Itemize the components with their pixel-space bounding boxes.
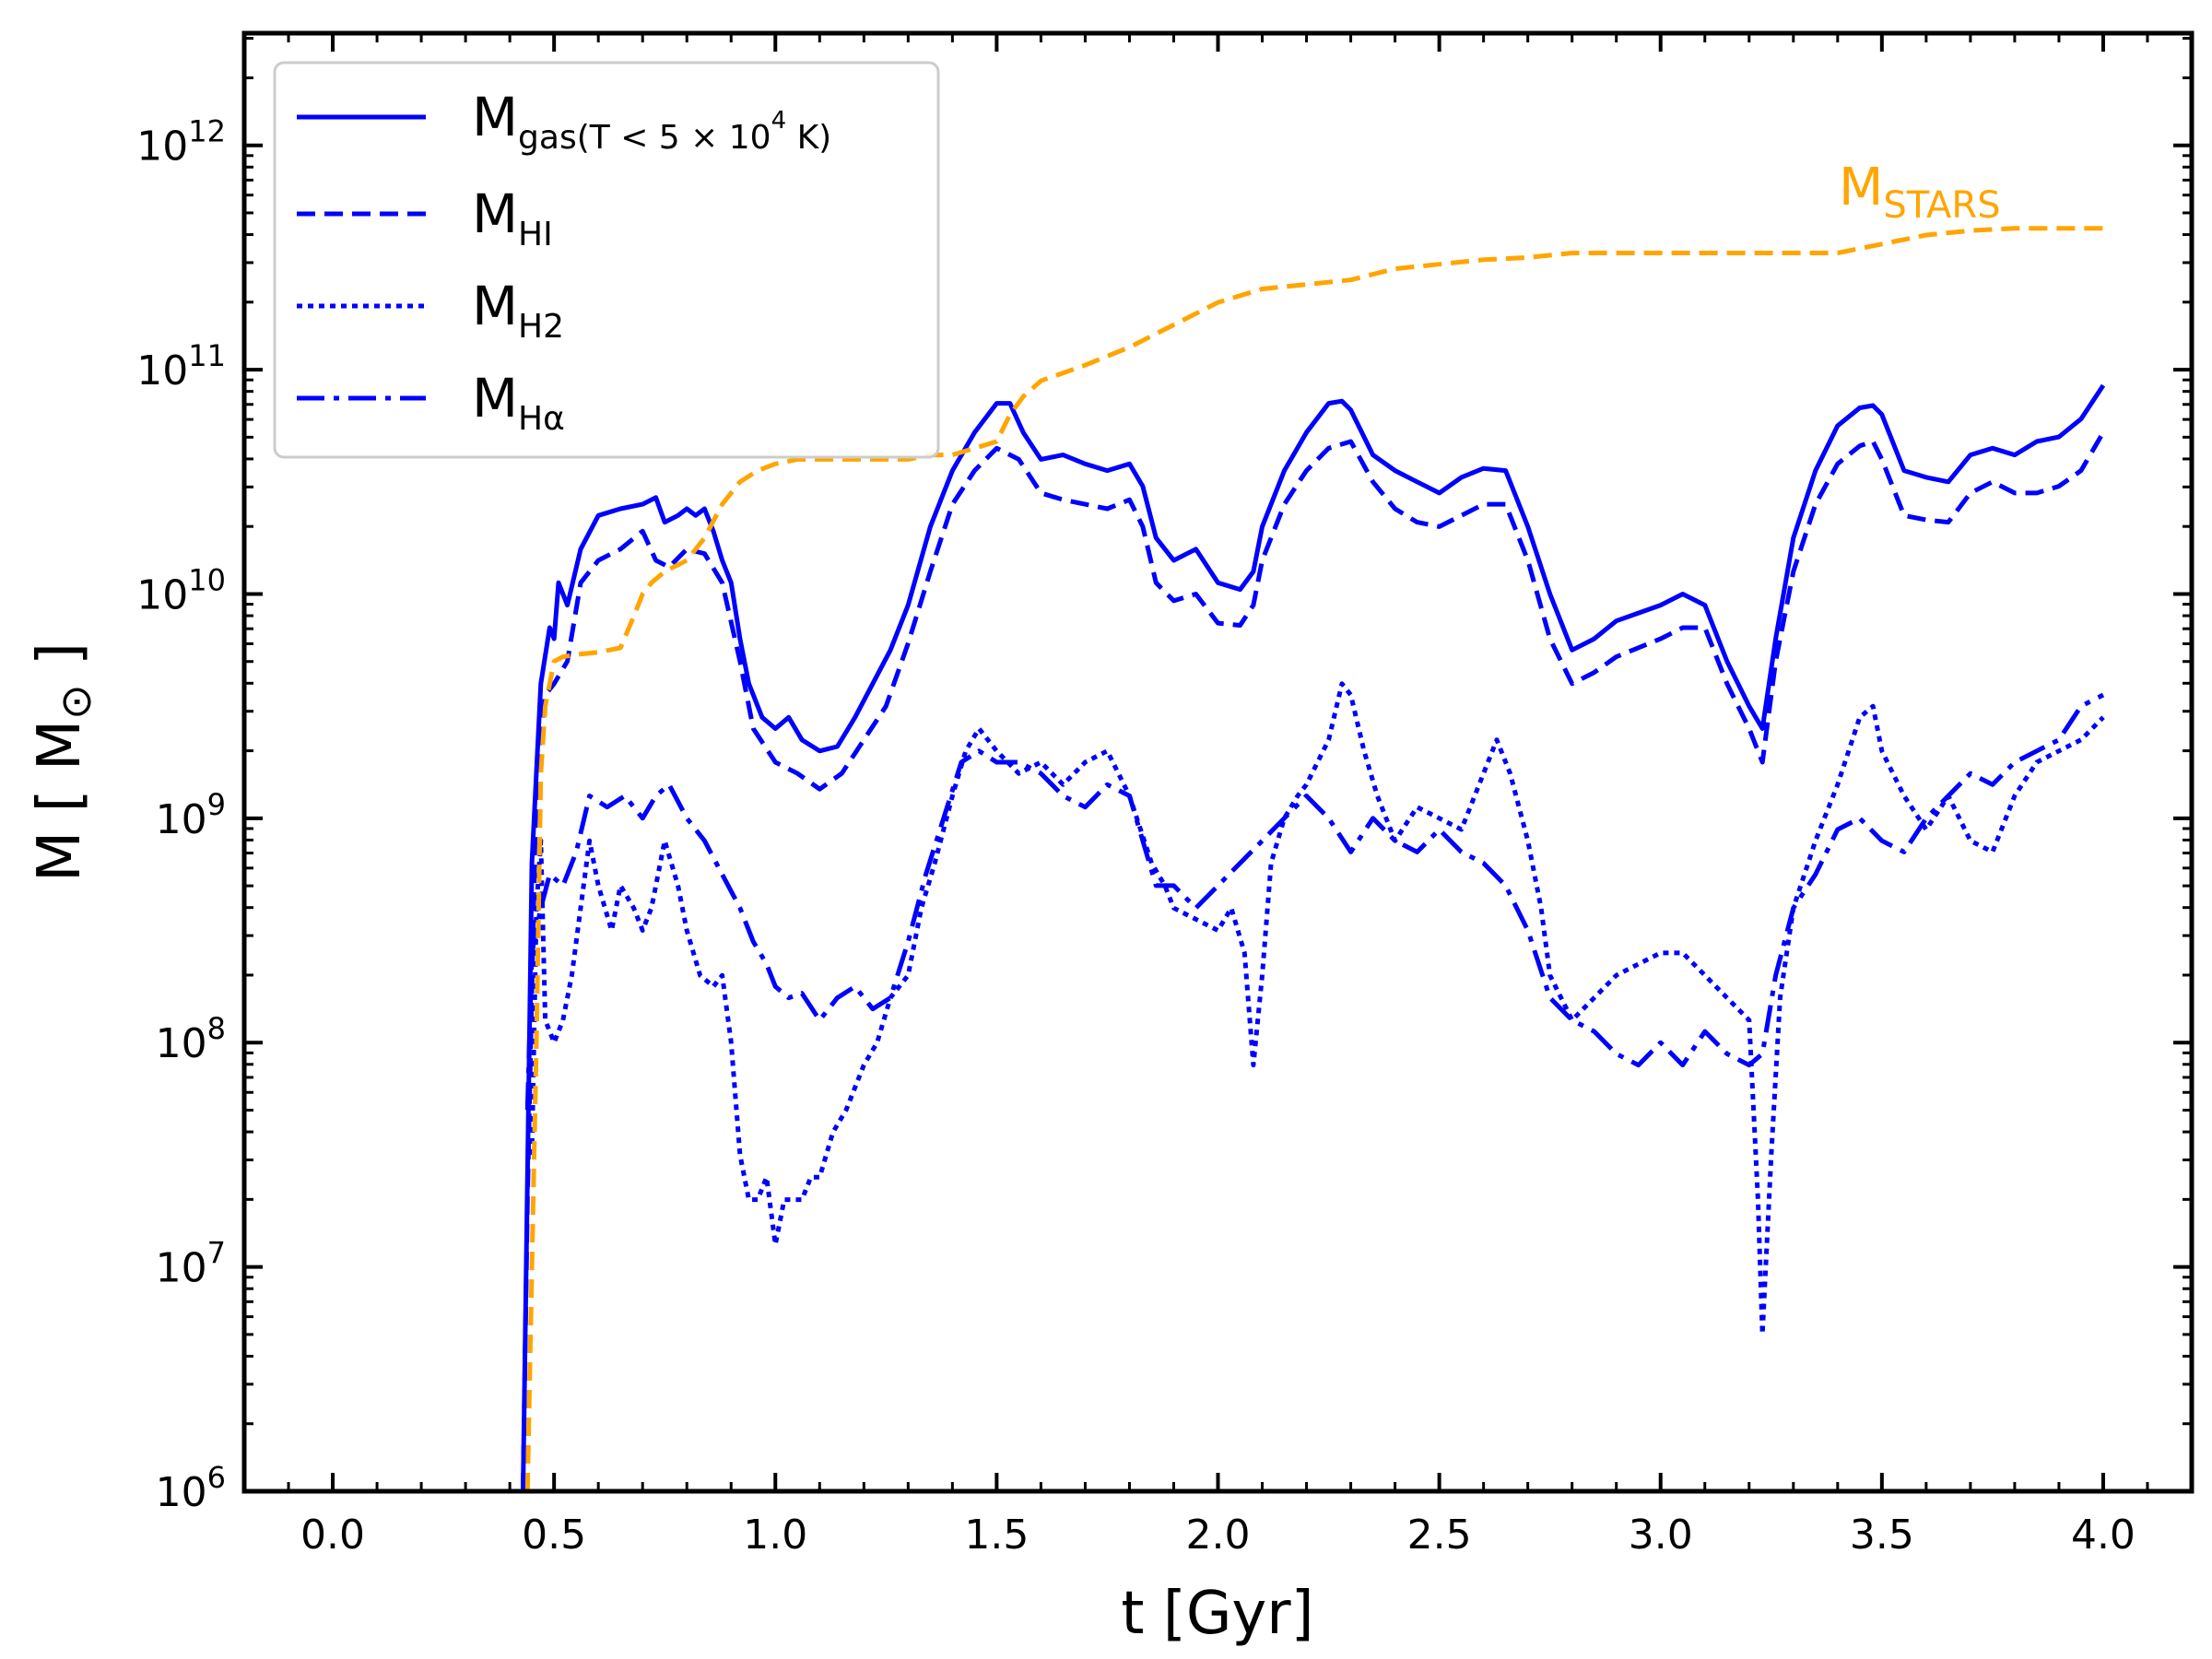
series-layer — [521, 226, 2106, 1491]
tick-layer — [242, 33, 2194, 1493]
legend-label-ha: MHα — [472, 367, 565, 438]
series-line-ha — [524, 692, 2105, 1111]
x-tick-label: 2.0 — [1186, 1512, 1251, 1559]
y-axis-label: M [ M⊙ ] — [26, 642, 100, 882]
series-line-hi — [521, 430, 2106, 1491]
y-tick-label: 1011 — [136, 338, 226, 394]
y-tick-label: 107 — [156, 1236, 226, 1292]
y-tick-label: 109 — [156, 787, 226, 843]
y-axis-label-close: ] — [26, 642, 94, 684]
x-tick-label: 3.5 — [1850, 1512, 1914, 1559]
y-axis-label-sub: ⊙ — [51, 684, 100, 720]
y-tick-label: 1010 — [136, 562, 226, 618]
series-line-gas — [521, 383, 2106, 1491]
stars-annotation: MSTARS — [1839, 158, 2001, 227]
series-line-h2 — [529, 681, 2105, 1337]
legend-label-hi: MHI — [472, 182, 553, 253]
legend-label-h2: MH2 — [472, 275, 564, 346]
legend: Mgas(T < 5 × 104 K) MHI MH2 MHα — [273, 61, 940, 459]
x-tick-label: 1.5 — [964, 1512, 1029, 1559]
y-tick-label: 1012 — [136, 114, 226, 171]
tick-label-layer: 0.0 0.5 1.0 1.5 2.0 2.5 3.0 3.5 4.0 106 107 108 109 1… — [136, 114, 2136, 1559]
x-tick-label: 3.0 — [1629, 1512, 1693, 1559]
y-tick-label: 108 — [156, 1011, 226, 1067]
x-tick-label: 2.5 — [1407, 1512, 1472, 1559]
y-tick-label: 106 — [156, 1460, 226, 1516]
y-axis-label-main: M [ M — [26, 720, 94, 882]
x-axis-label: t [Gyr] — [1121, 1580, 1313, 1648]
x-tick-label: 0.0 — [300, 1512, 365, 1559]
legend-label-gas: Mgas(T < 5 × 104 K) — [472, 86, 831, 157]
legend-box — [273, 61, 940, 459]
series-line-stars — [524, 226, 2103, 1491]
x-tick-label: 4.0 — [2071, 1512, 2136, 1559]
x-tick-label: 1.0 — [743, 1512, 807, 1559]
x-tick-label: 0.5 — [522, 1512, 586, 1559]
